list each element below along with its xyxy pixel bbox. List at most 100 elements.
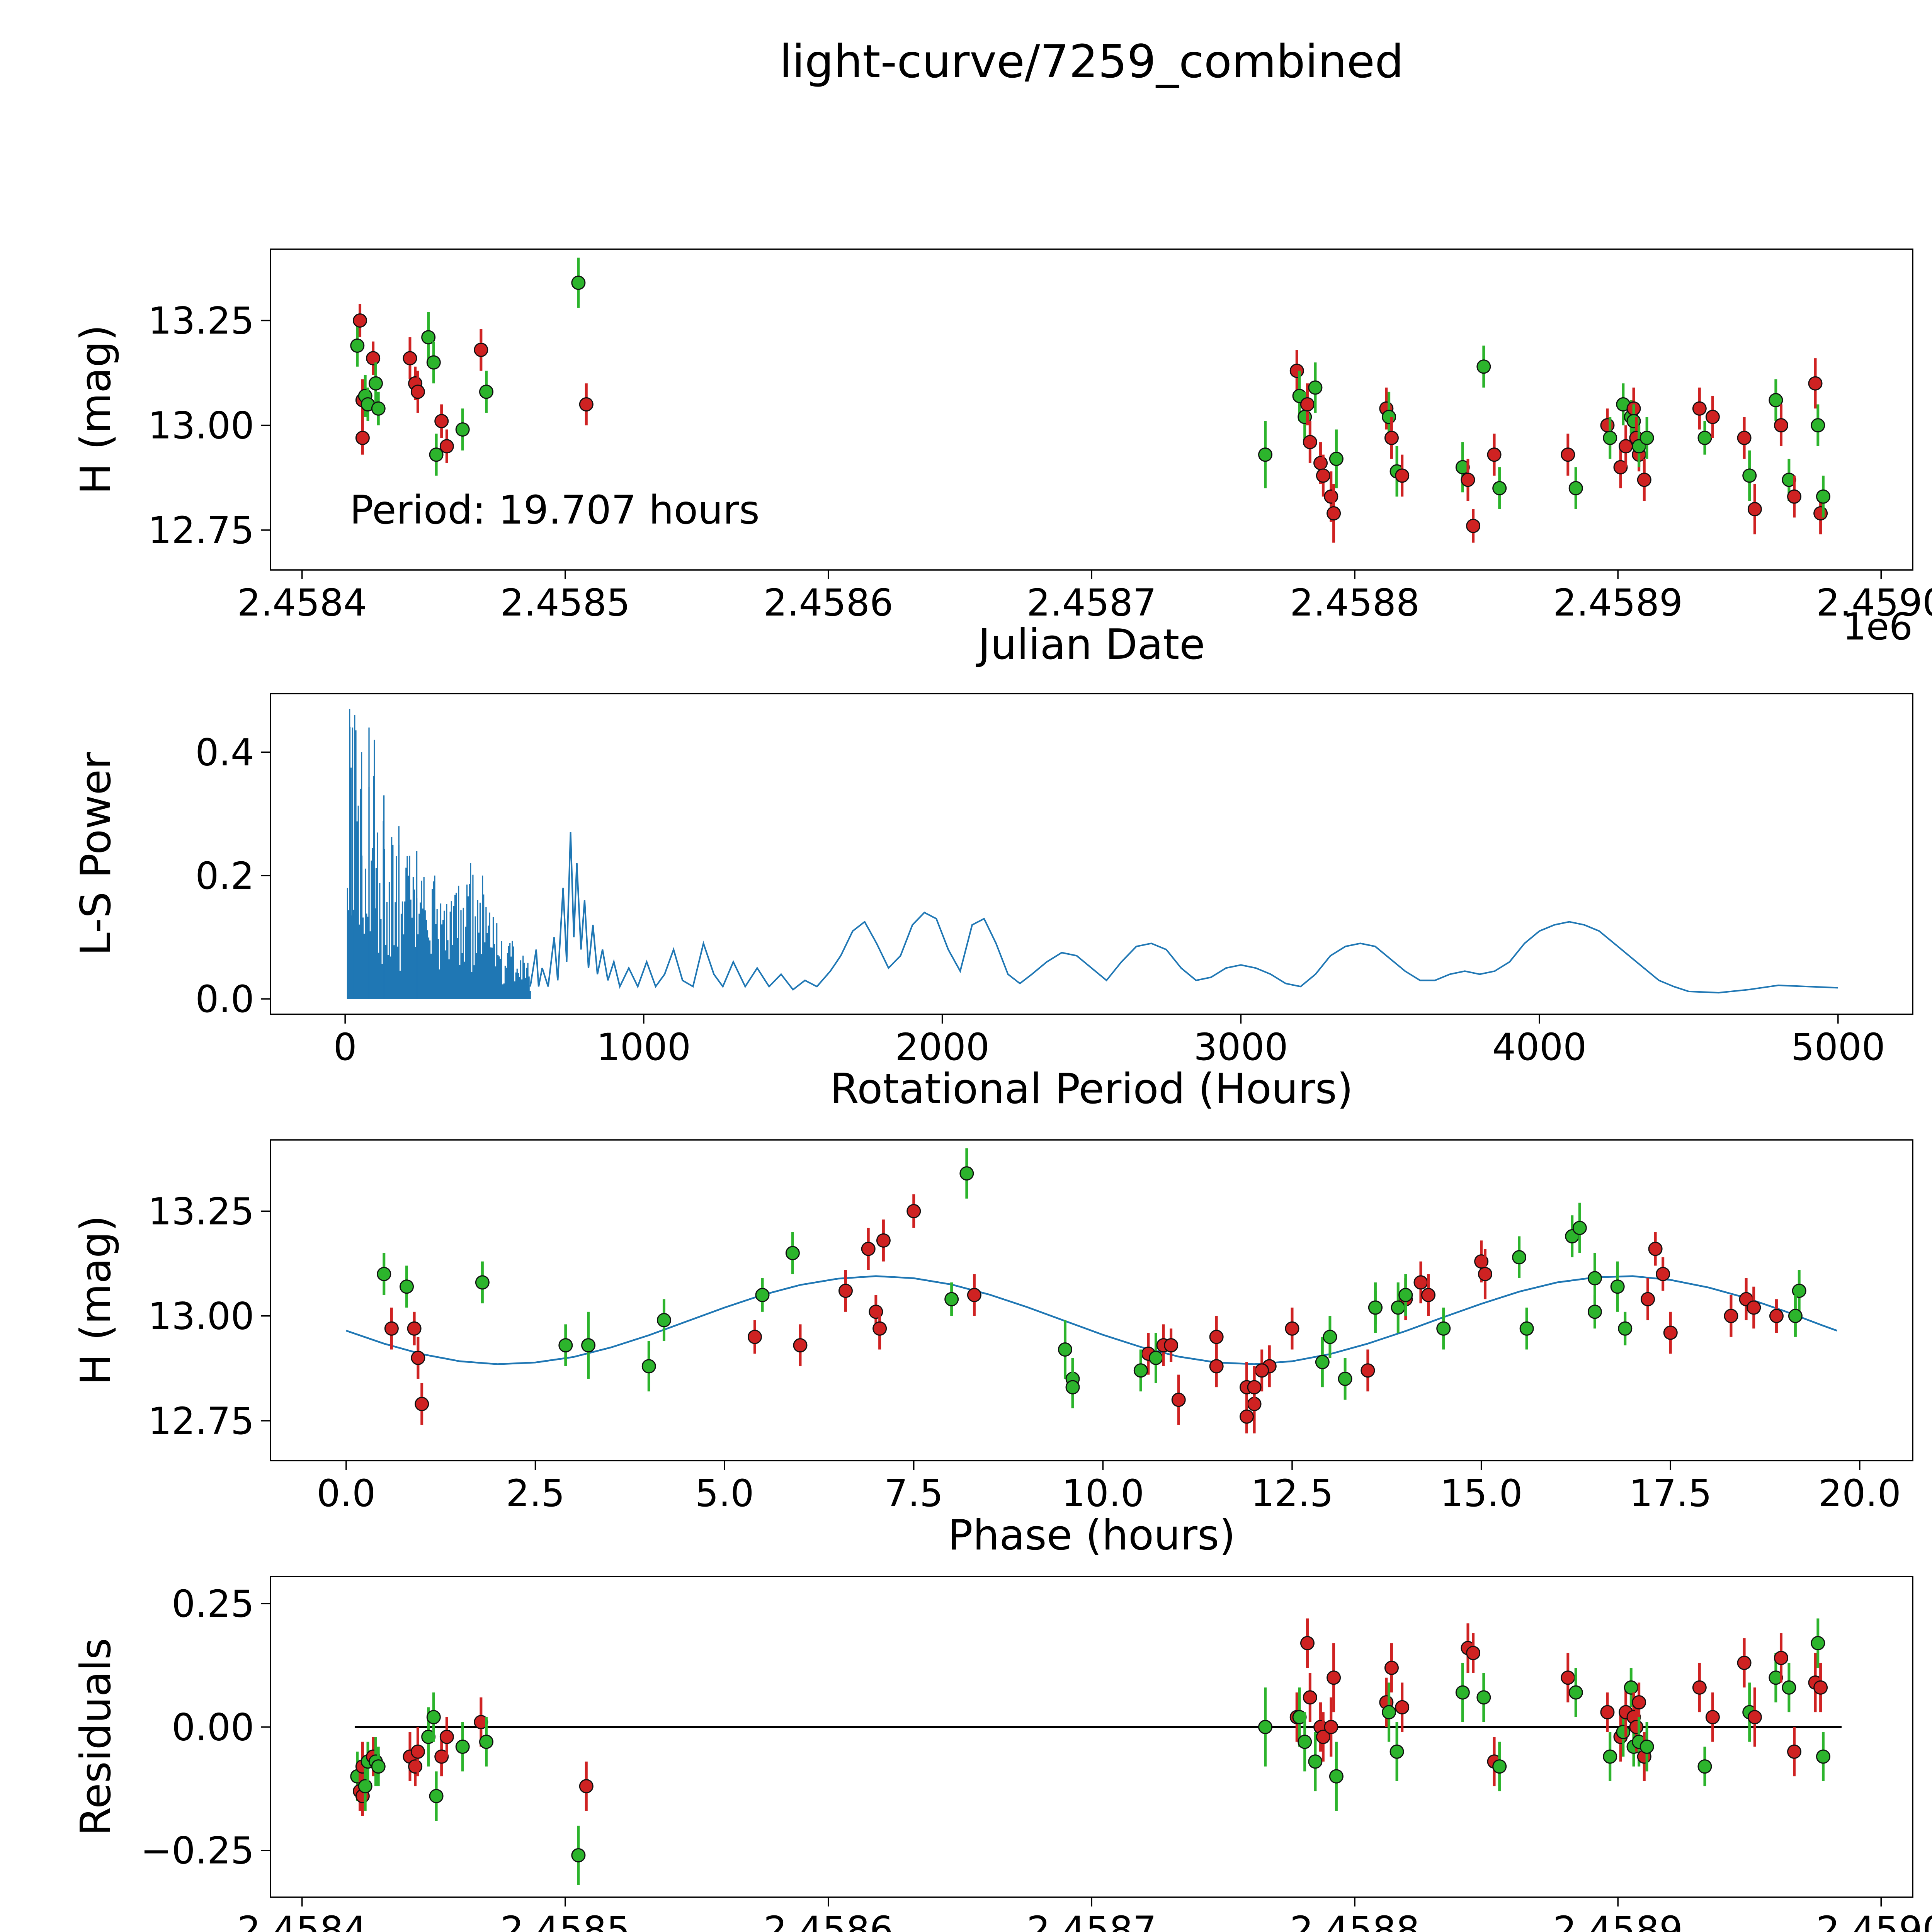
data-point xyxy=(1368,1300,1383,1315)
data-point xyxy=(1289,364,1304,378)
data-point xyxy=(1492,481,1507,495)
x-tick-label: 2.4585 xyxy=(500,1908,630,1932)
data-point xyxy=(785,1246,800,1260)
axes-frame xyxy=(270,693,1913,1015)
x-tick-label: 2.4587 xyxy=(1027,1908,1156,1932)
data-point xyxy=(1315,1355,1330,1369)
data-point xyxy=(747,1330,762,1344)
data-point xyxy=(1787,489,1802,504)
x-tick-label: 3000 xyxy=(1194,1026,1288,1069)
data-point xyxy=(1656,1267,1670,1281)
data-point xyxy=(1492,1759,1507,1774)
x-tick-label: 2.4589 xyxy=(1553,581,1683,624)
data-point xyxy=(967,1287,981,1302)
data-point xyxy=(1308,380,1323,395)
data-point xyxy=(1209,1359,1224,1374)
data-point xyxy=(421,330,436,345)
data-point xyxy=(755,1287,770,1302)
data-point xyxy=(1395,1700,1410,1714)
data-point xyxy=(429,447,444,462)
y-tick-label: 13.00 xyxy=(148,404,254,447)
data-point xyxy=(350,338,365,353)
data-point xyxy=(1512,1250,1527,1265)
data-point xyxy=(1572,1221,1587,1235)
data-point xyxy=(353,313,367,328)
data-point xyxy=(1303,1690,1317,1705)
y-tick-label: 0.0 xyxy=(195,978,254,1021)
data-point xyxy=(1303,435,1317,449)
data-point xyxy=(1747,1300,1761,1315)
data-point xyxy=(1637,473,1651,487)
data-point xyxy=(439,439,454,454)
phase-xlabel: Phase (hours) xyxy=(948,1511,1236,1560)
data-point xyxy=(1747,1710,1762,1725)
data-point xyxy=(793,1338,808,1353)
data-point xyxy=(1639,430,1654,445)
data-point xyxy=(1478,1267,1492,1281)
data-point xyxy=(1792,1284,1806,1298)
data-point xyxy=(1788,1309,1803,1323)
data-point xyxy=(1774,418,1788,433)
data-point xyxy=(1737,430,1752,445)
data-point xyxy=(959,1166,974,1181)
data-point xyxy=(355,430,370,445)
data-point xyxy=(1382,410,1396,424)
data-point xyxy=(1247,1380,1262,1395)
data-point xyxy=(656,1313,671,1328)
data-point xyxy=(371,1759,386,1774)
data-point xyxy=(1313,456,1328,470)
data-point xyxy=(1413,1275,1428,1290)
y-tick-label: 13.25 xyxy=(148,299,254,342)
y-tick-label: 0.2 xyxy=(195,854,254,898)
data-point xyxy=(1389,1744,1404,1759)
data-point xyxy=(1255,1363,1269,1378)
data-point xyxy=(1395,468,1410,483)
panel-lightcurve: Julian Date H (mag) 1e6 Period: 19.707 h… xyxy=(72,248,1932,669)
data-point xyxy=(1813,506,1828,521)
data-point xyxy=(434,414,449,429)
data-point xyxy=(1769,393,1783,408)
data-point xyxy=(474,342,488,357)
data-point xyxy=(1663,1325,1678,1340)
x-tick-label: 2.4587 xyxy=(1027,581,1156,624)
data-point xyxy=(1466,519,1481,533)
x-tick-label: 5000 xyxy=(1791,1026,1885,1069)
data-point xyxy=(1436,1321,1451,1336)
data-point xyxy=(1329,1769,1344,1784)
data-point xyxy=(368,376,383,391)
data-point xyxy=(1421,1287,1436,1302)
data-point xyxy=(384,1321,399,1336)
data-point xyxy=(1316,468,1330,483)
lightcurve-plot-area: 2.4584 2.4585 2.4586 2.4587 2.4588 2.4589 2.45… xyxy=(148,248,1932,624)
data-point xyxy=(1329,451,1344,466)
y-tick-label: 0.4 xyxy=(195,731,254,774)
data-point xyxy=(358,1779,372,1794)
y-tick-label: 13.00 xyxy=(148,1295,254,1338)
y-tick-label: 12.75 xyxy=(148,509,254,552)
axes-frame xyxy=(270,1576,1913,1898)
panel-phase: Phase (hours) H (mag) 0.0 2.5 5.0 7.5 10.0 12… xyxy=(72,1139,1913,1560)
data-point xyxy=(1561,447,1575,462)
data-point xyxy=(861,1242,876,1256)
periodogram-xlabel: Rotational Period (Hours) xyxy=(830,1065,1353,1113)
data-point xyxy=(415,1397,429,1412)
axes-frame xyxy=(270,1139,1913,1461)
figure-title: light-curve/7259_combined xyxy=(779,35,1404,88)
data-point xyxy=(1600,1705,1615,1719)
x-tick-label: 17.5 xyxy=(1629,1472,1712,1515)
data-point xyxy=(1133,1363,1148,1378)
y-tick-label: 12.75 xyxy=(148,1400,254,1443)
x-tick-label: 12.5 xyxy=(1251,1472,1333,1515)
x-tick-label: 20.0 xyxy=(1818,1472,1901,1515)
data-point xyxy=(475,1275,490,1290)
data-point xyxy=(1774,1651,1788,1665)
data-point xyxy=(1239,1409,1254,1424)
data-point xyxy=(1384,1660,1399,1675)
data-point xyxy=(1737,1655,1752,1670)
data-point xyxy=(1323,1330,1337,1344)
data-point xyxy=(411,1350,425,1365)
data-point xyxy=(838,1284,853,1298)
data-point xyxy=(1587,1271,1602,1286)
data-point xyxy=(1258,1719,1273,1734)
y-tick-label: 0.00 xyxy=(172,1706,254,1749)
